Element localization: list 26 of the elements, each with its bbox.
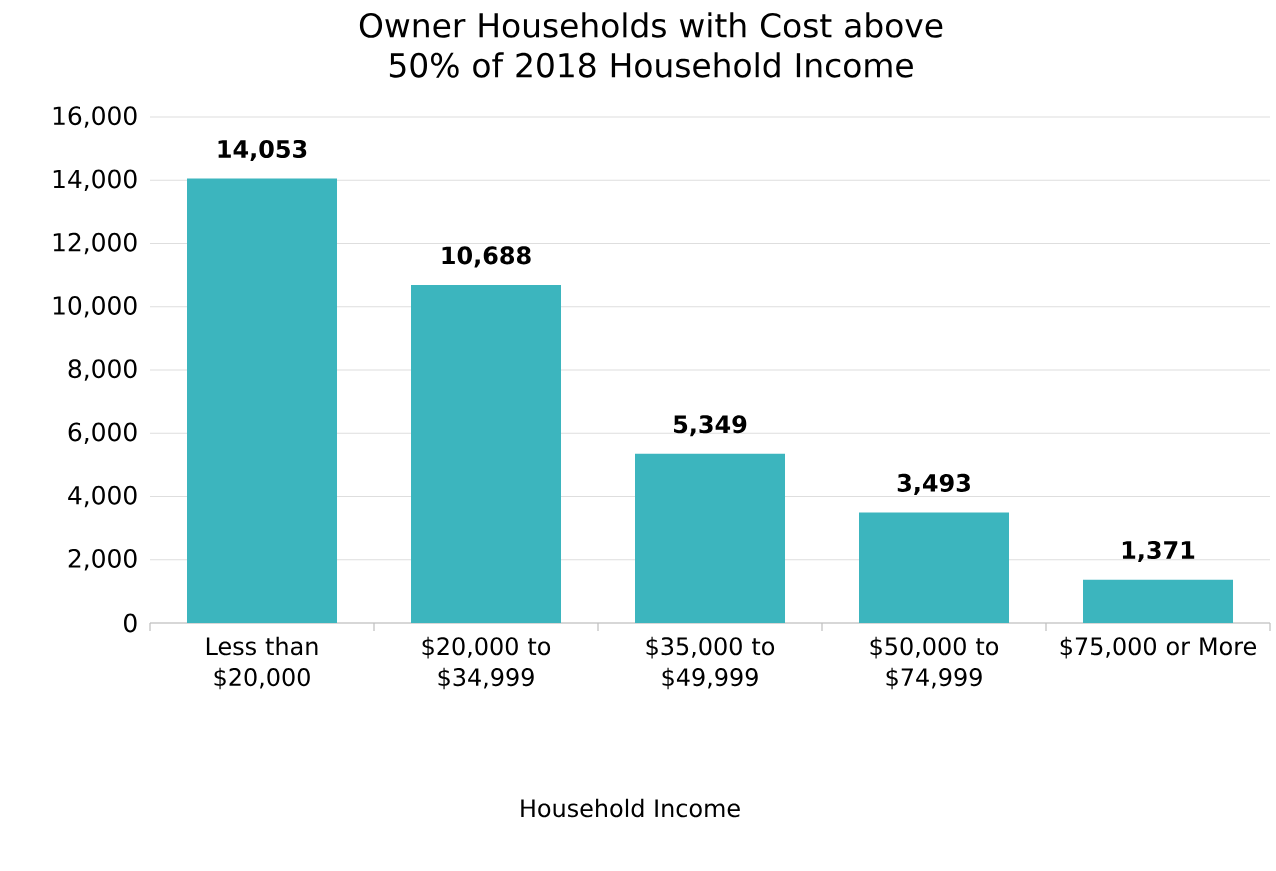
data-label: 3,493	[897, 473, 970, 495]
x-tick-label: $50,000 to $74,999	[870, 636, 999, 690]
y-tick-label: 10,000	[53, 296, 137, 318]
data-label: 5,349	[674, 415, 747, 437]
x-axis-title: Household Income	[521, 798, 740, 818]
bar	[859, 512, 1010, 623]
y-tick-label: 16,000	[53, 106, 137, 128]
bar	[1083, 579, 1234, 623]
x-tick-label: Less than $20,000	[206, 636, 318, 690]
bar	[187, 178, 337, 623]
data-label: 1,371	[1122, 540, 1195, 563]
x-tick-label: $35,000 to $49,999	[646, 636, 775, 690]
data-label: 10,688	[442, 246, 531, 268]
y-tick-label: 8,000	[68, 359, 137, 381]
x-tick-label: $20,000 to $34,999	[422, 636, 551, 690]
y-tick-label: 12,000	[53, 232, 137, 255]
y-tick-label: 4,000	[68, 485, 137, 508]
y-tick-label: 0	[124, 613, 137, 633]
y-tick-label: 2,000	[68, 549, 137, 571]
bar	[635, 453, 785, 623]
chart-title: Owner Households with Cost above 50% of 2018 Household Income	[359, 12, 943, 78]
data-label: 14,053	[218, 139, 307, 162]
bar	[411, 284, 561, 623]
y-tick-label: 6,000	[68, 422, 137, 444]
y-tick-label: 14,000	[53, 169, 137, 191]
x-tick-label: $75,000 or More	[1060, 636, 1256, 659]
